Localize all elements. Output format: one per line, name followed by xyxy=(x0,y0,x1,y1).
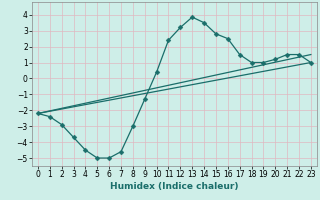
X-axis label: Humidex (Indice chaleur): Humidex (Indice chaleur) xyxy=(110,182,239,191)
